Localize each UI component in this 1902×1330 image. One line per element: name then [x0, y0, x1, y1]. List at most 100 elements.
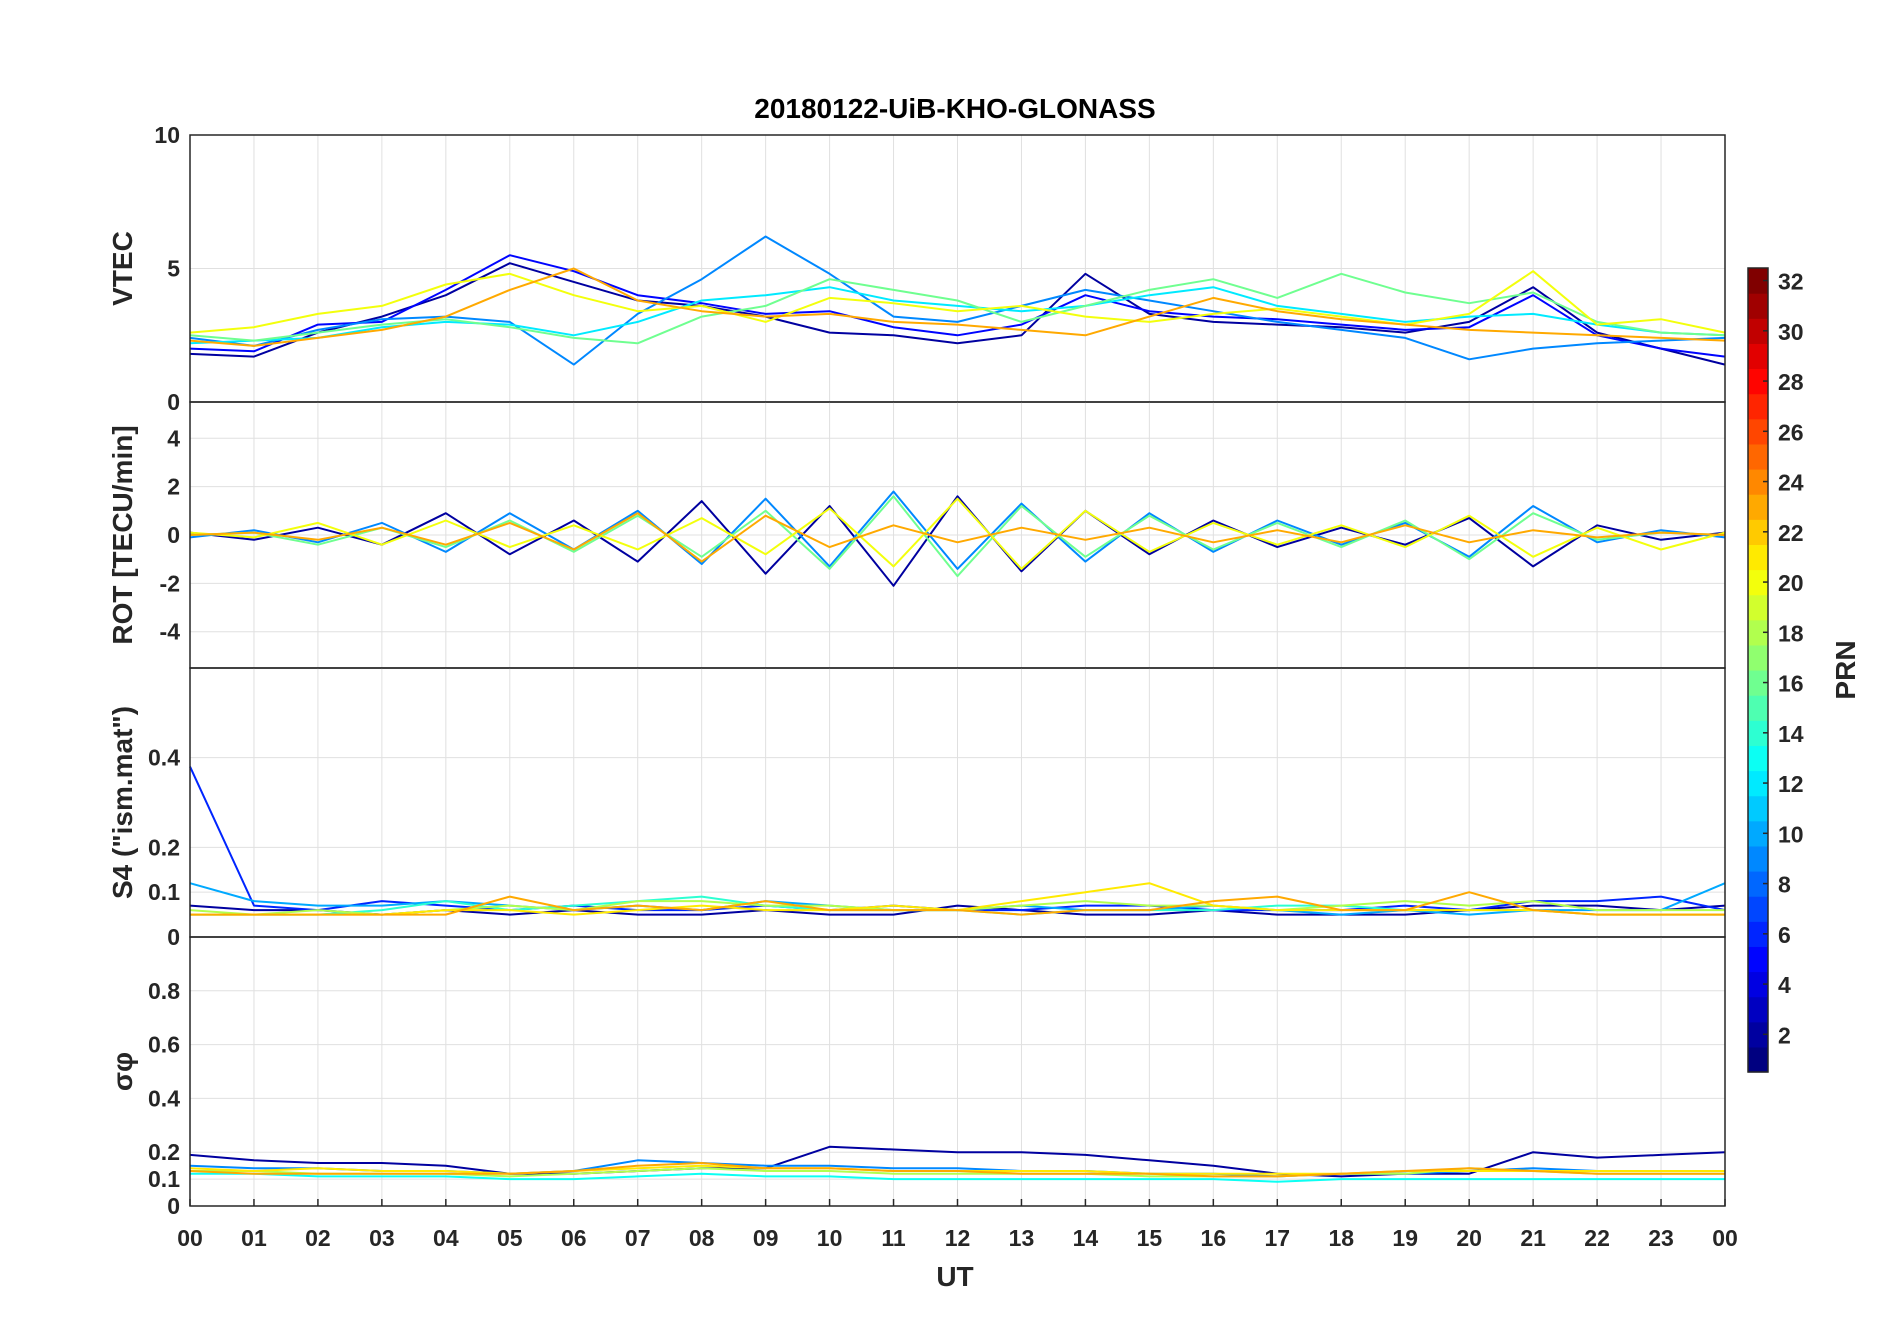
colorbar-segment [1748, 670, 1768, 696]
panel-s4: 0 0.1 0.2 0.4 S4 ("ism.mat") [107, 667, 1726, 950]
y-tick-label: 0 [167, 522, 180, 548]
colorbar-segment [1748, 996, 1768, 1023]
series-line-prn-9 [189, 490, 1726, 570]
x-tick-label: 19 [1392, 1225, 1418, 1251]
colorbar-segment [1748, 293, 1768, 319]
colorbar-tick-label: 26 [1778, 419, 1804, 445]
x-tick-label: 17 [1264, 1225, 1290, 1251]
colorbar-segment [1748, 745, 1768, 772]
y-tick-label: 0.6 [148, 1032, 180, 1058]
series-line-prn-2 [189, 495, 1726, 587]
colorbar-tick-label: 24 [1778, 470, 1804, 496]
y-tick-label: 4 [167, 425, 180, 451]
x-tick-label: 11 [881, 1225, 906, 1251]
y-tick-label: 0.1 [148, 1166, 180, 1192]
colorbar-tick-label: 20 [1778, 570, 1804, 596]
colorbar-segment [1748, 418, 1768, 445]
colorbar-segment [1748, 268, 1768, 294]
x-axis-label: UT [936, 1261, 973, 1292]
series-line-prn-13 [190, 1172, 1725, 1183]
x-tick-label: 02 [305, 1225, 331, 1251]
colorbar-segment [1748, 519, 1768, 545]
colorbar-segment [1748, 971, 1768, 998]
panel-vtec: 0 5 10 VTEC [107, 122, 1726, 415]
colorbar-segment [1748, 921, 1768, 947]
y-axis-label: ROT [TECU/min] [107, 425, 138, 644]
y-tick-label: 0.4 [148, 1085, 180, 1111]
colorbar-segment [1748, 1021, 1768, 1048]
colorbar-segment [1748, 644, 1768, 671]
colorbar-tick-label: 10 [1778, 821, 1804, 847]
y-tick-label: 2 [167, 474, 180, 500]
colorbar-tick-label: 16 [1778, 671, 1804, 697]
y-tick-label: 0.2 [148, 1139, 180, 1165]
colorbar-segment [1748, 695, 1768, 721]
panel-sigma: 00.10.2 0.4 0.6 0.8 σφ [107, 936, 1726, 1219]
series-line-prn-5 [189, 254, 1726, 358]
panel-rot: -4 -2 0 2 4 ROT [TECU/min] [107, 401, 1726, 669]
y-tick-label: -4 [160, 619, 181, 645]
series-line-prn-12 [189, 286, 1726, 345]
colorbar-tick-label: 4 [1778, 972, 1791, 998]
series-line-prn-23 [189, 1162, 1725, 1178]
x-axis: 00 01 02 03 04 05 06 07 08 09 10 11 12 13 14 15 16 17 18 19… [177, 1199, 1738, 1251]
y-axis-label: S4 ("ism.mat") [107, 706, 138, 899]
x-tick-label: 22 [1584, 1225, 1610, 1251]
x-tick-label: 23 [1648, 1225, 1674, 1251]
chart-title: 20180122-UiB-KHO-GLONASS [754, 93, 1155, 124]
colorbar-label: PRN [1830, 640, 1861, 699]
colorbar-tick-label: 14 [1778, 721, 1804, 747]
colorbar-tick-label: 30 [1778, 319, 1804, 345]
x-tick-label: 08 [689, 1225, 715, 1251]
x-tick-label: 05 [497, 1225, 523, 1251]
colorbar-tick-label: 2 [1778, 1022, 1791, 1048]
x-tick-label: 10 [817, 1225, 843, 1251]
colorbar-tick-label: 8 [1778, 872, 1791, 898]
x-tick-label: 21 [1520, 1225, 1546, 1251]
x-tick-label: 20 [1456, 1225, 1482, 1251]
y-tick-label: 0 [167, 924, 180, 950]
x-tick-label: 13 [1009, 1225, 1035, 1251]
series-line-prn-20 [189, 497, 1726, 570]
colorbar-segment [1748, 343, 1768, 370]
colorbar-segment [1748, 619, 1768, 646]
colorbar-segment [1748, 544, 1768, 571]
series-line-prn-23 [189, 512, 1726, 563]
x-tick-label: 01 [241, 1225, 267, 1251]
colorbar-tick-label: 32 [1778, 269, 1804, 295]
y-tick-label: 0.2 [148, 834, 180, 860]
colorbar-segment [1748, 845, 1768, 872]
colorbar-segment [1748, 820, 1768, 847]
colorbar-segment [1748, 443, 1768, 470]
series-line-prn-2 [189, 1145, 1726, 1178]
x-tick-label: 00 [177, 1225, 203, 1251]
y-tick-label: 5 [167, 256, 180, 282]
series-line-prn-16 [189, 272, 1726, 345]
y-axis-label: VTEC [107, 231, 138, 306]
colorbar-segment [1748, 795, 1768, 822]
series-line-prn-20 [189, 270, 1726, 334]
colorbar-segment [1748, 469, 1768, 495]
colorbar-tick-label: 18 [1778, 620, 1804, 646]
x-tick-label: 18 [1328, 1225, 1354, 1251]
colorbar-tick-label: 28 [1778, 369, 1804, 395]
y-tick-label: 0 [167, 1193, 180, 1219]
colorbar-segment [1748, 594, 1768, 621]
y-tick-label: -2 [160, 570, 180, 596]
colorbar-segment [1748, 368, 1768, 395]
y-tick-label: 0.4 [148, 745, 180, 771]
colorbar-segment [1748, 1046, 1768, 1073]
x-tick-label: 06 [561, 1225, 587, 1251]
x-tick-label: 15 [1137, 1225, 1163, 1251]
y-tick-label: 0.8 [148, 978, 180, 1004]
y-axis-label: σφ [107, 1052, 138, 1091]
colorbar-segment [1748, 494, 1768, 520]
colorbar-tick-label: 6 [1778, 922, 1791, 948]
colorbar-segment [1748, 720, 1768, 746]
colorbar-segment [1748, 318, 1768, 344]
y-tick-label: 0.1 [148, 879, 180, 905]
colorbar-frame [1747, 267, 1769, 1073]
colorbar-segment [1748, 946, 1768, 973]
